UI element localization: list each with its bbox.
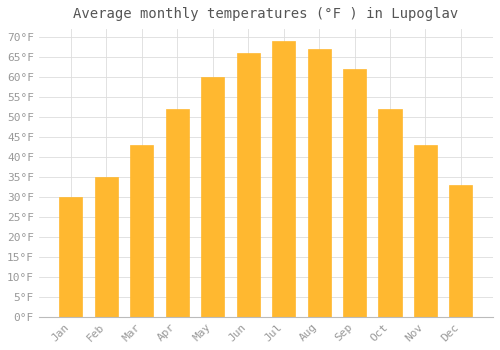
Bar bbox=[343, 69, 366, 317]
Bar bbox=[414, 145, 437, 317]
Bar bbox=[201, 77, 224, 317]
Bar bbox=[60, 197, 82, 317]
Title: Average monthly temperatures (°F ) in Lupoglav: Average monthly temperatures (°F ) in Lu… bbox=[74, 7, 458, 21]
Bar bbox=[130, 145, 154, 317]
Bar bbox=[308, 49, 330, 317]
Bar bbox=[95, 177, 118, 317]
Bar bbox=[272, 41, 295, 317]
Bar bbox=[378, 109, 402, 317]
Bar bbox=[450, 185, 472, 317]
Bar bbox=[236, 53, 260, 317]
Bar bbox=[166, 109, 189, 317]
